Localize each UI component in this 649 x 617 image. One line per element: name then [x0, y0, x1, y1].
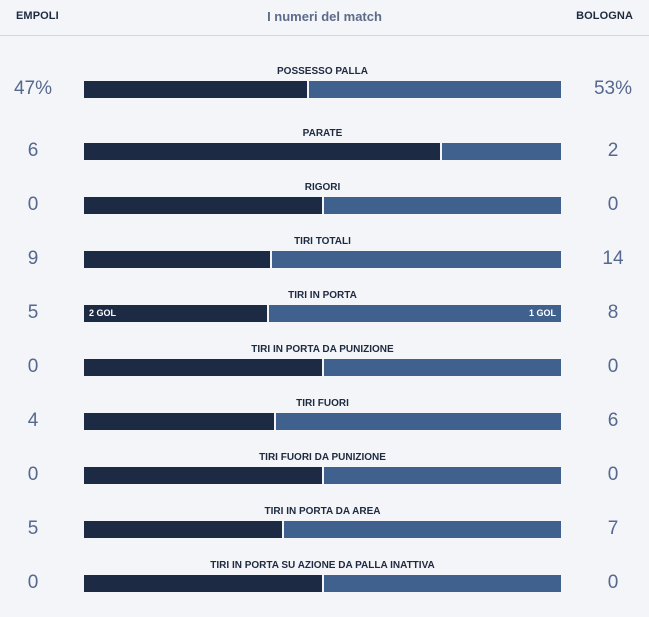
away-value: 2 [607, 140, 619, 161]
home-value: 47% [13, 78, 53, 99]
home-bar [84, 575, 322, 592]
stat-label: TIRI IN PORTA [288, 290, 357, 301]
home-value: 5 [27, 302, 39, 323]
home-team-name: EMPOLI [16, 10, 59, 22]
away-bar [324, 359, 561, 376]
home-value: 0 [27, 572, 39, 593]
stat-label: TIRI IN PORTA DA AREA [264, 506, 381, 517]
home-value: 0 [27, 464, 39, 485]
away-bar [324, 467, 561, 484]
home-value: 0 [27, 194, 39, 215]
home-bar [84, 251, 270, 268]
home-bar [84, 467, 322, 484]
stat-label: TIRI IN PORTA DA PUNIZIONE [251, 344, 394, 355]
stat-row-tiri-totali: TIRI TOTALI 9 14 [0, 236, 649, 276]
stat-row-rigori: RIGORI 0 0 [0, 182, 649, 222]
away-value: 8 [607, 302, 619, 323]
away-value: 0 [607, 356, 619, 377]
stat-row-tiri-fuori-da-punizione: TIRI FUORI DA PUNIZIONE 0 0 [0, 452, 649, 492]
away-bar: 1 GOL [269, 305, 561, 322]
home-bar [84, 521, 282, 538]
home-bar: 2 GOL [84, 305, 267, 322]
away-value: 14 [602, 248, 624, 269]
away-value: 7 [607, 518, 619, 539]
away-bar [284, 521, 561, 538]
home-value: 4 [27, 410, 39, 431]
home-value: 0 [27, 356, 39, 377]
away-bar [272, 251, 561, 268]
away-value: 0 [607, 464, 619, 485]
stat-label: POSSESSO PALLA [277, 66, 368, 77]
home-bar [84, 359, 322, 376]
stat-label: TIRI FUORI DA PUNIZIONE [259, 452, 386, 463]
home-goals-label: 2 GOL [89, 308, 117, 318]
comparison-bar [84, 81, 561, 98]
stat-label: TIRI TOTALI [294, 236, 351, 247]
home-value: 9 [27, 248, 39, 269]
stat-row-tiri-in-porta-su-azione-da-palla-inattiva: TIRI IN PORTA SU AZIONE DA PALLA INATTIV… [0, 560, 649, 600]
away-bar [324, 575, 561, 592]
comparison-bar [84, 575, 561, 592]
comparison-bar [84, 413, 561, 430]
stat-row-tiri-in-porta-da-punizione: TIRI IN PORTA DA PUNIZIONE 0 0 [0, 344, 649, 384]
away-team-name: BOLOGNA [576, 10, 633, 22]
away-value: 0 [607, 572, 619, 593]
comparison-bar [84, 197, 561, 214]
home-value: 5 [27, 518, 39, 539]
match-stats-header: EMPOLI I numeri del match BOLOGNA [0, 0, 649, 36]
home-bar [84, 81, 307, 98]
comparison-bar [84, 143, 561, 160]
stat-label: TIRI IN PORTA SU AZIONE DA PALLA INATTIV… [210, 560, 435, 571]
comparison-bar [84, 467, 561, 484]
away-goals-label: 1 GOL [528, 308, 556, 318]
home-bar [84, 143, 440, 160]
away-bar [276, 413, 561, 430]
stat-row-tiri-fuori: TIRI FUORI 4 6 [0, 398, 649, 438]
stat-row-possesso-palla: POSSESSO PALLA 47% 53% [0, 66, 649, 106]
page-title: I numeri del match [267, 9, 382, 24]
home-bar [84, 413, 274, 430]
home-value: 6 [27, 140, 39, 161]
away-bar [309, 81, 561, 98]
stat-row-tiri-in-porta: TIRI IN PORTA 5 2 GOL 1 GOL 8 [0, 290, 649, 330]
stat-label: TIRI FUORI [296, 398, 349, 409]
home-bar [84, 197, 322, 214]
away-value: 53% [593, 78, 633, 99]
stat-row-parate: PARATE 6 2 [0, 128, 649, 168]
away-bar [442, 143, 561, 160]
stat-label: PARATE [302, 128, 343, 139]
away-value: 0 [607, 194, 619, 215]
away-bar [324, 197, 561, 214]
comparison-bar [84, 359, 561, 376]
comparison-bar [84, 521, 561, 538]
away-value: 6 [607, 410, 619, 431]
stat-row-tiri-in-porta-da-area: TIRI IN PORTA DA AREA 5 7 [0, 506, 649, 546]
comparison-bar [84, 251, 561, 268]
comparison-bar: 2 GOL 1 GOL [84, 305, 561, 322]
stat-label: RIGORI [304, 182, 341, 193]
